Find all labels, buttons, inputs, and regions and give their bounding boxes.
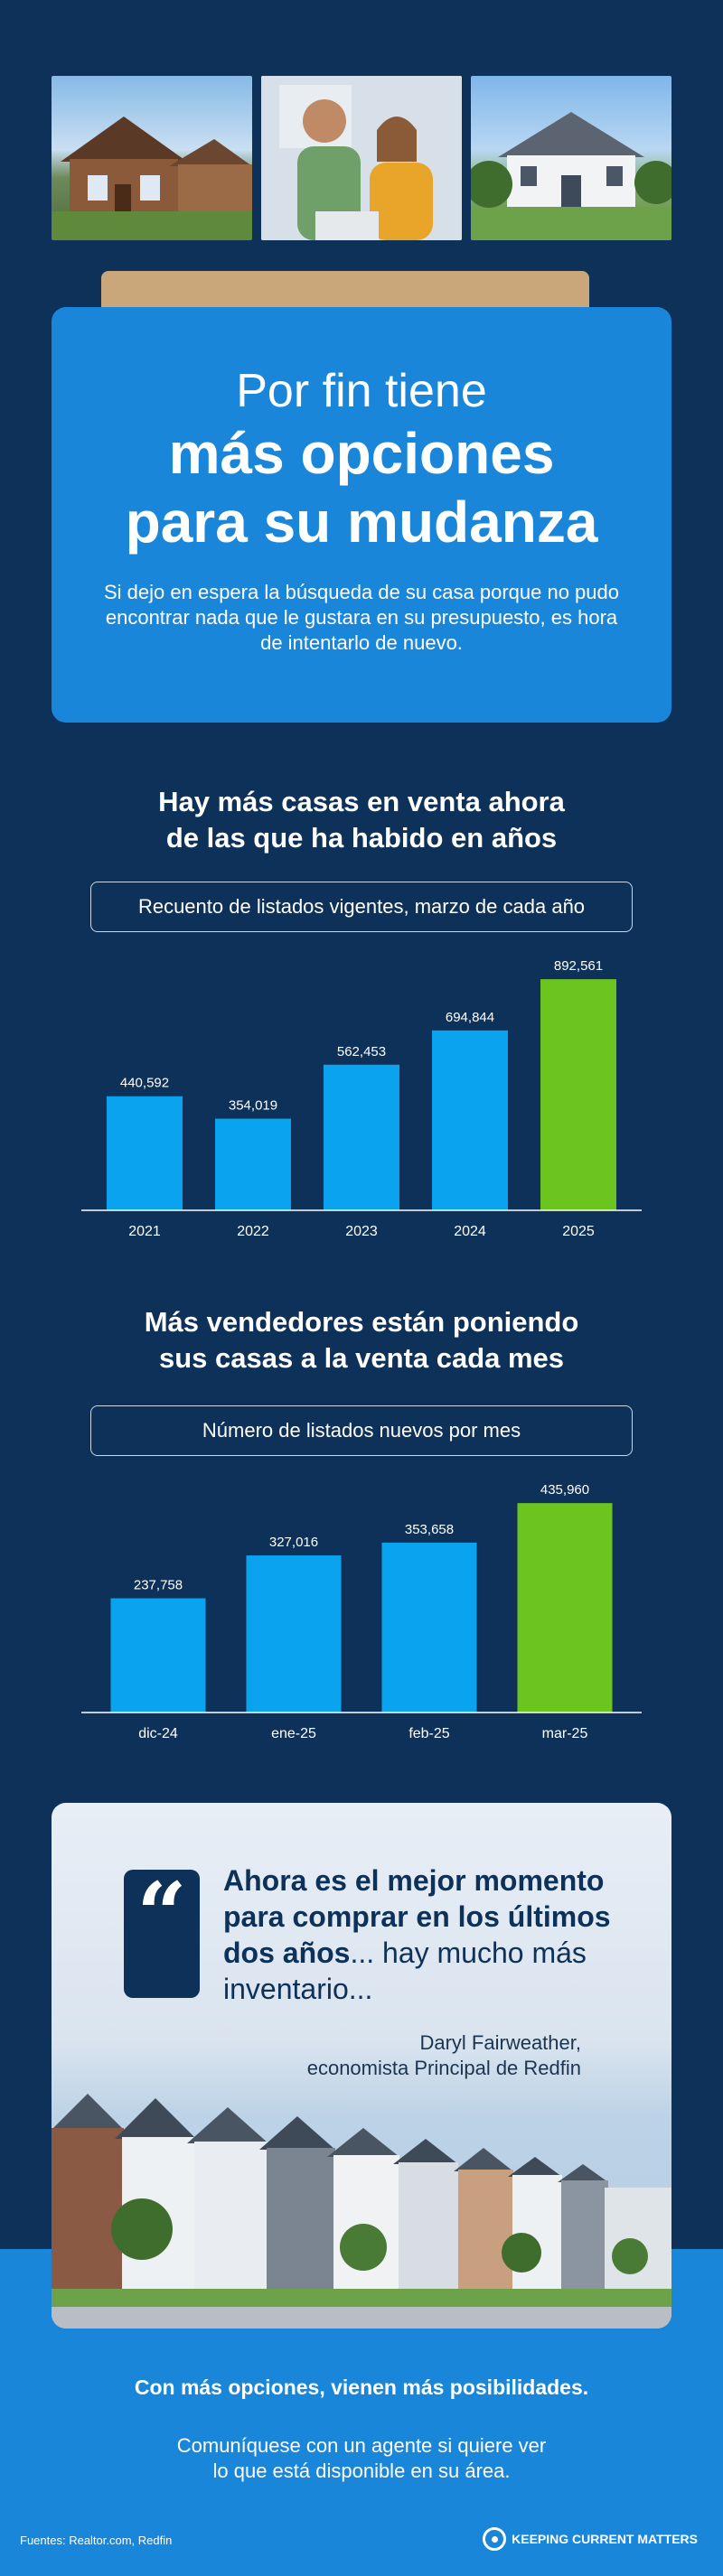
- quote-text: Ahora es el mejor momento para comprar e…: [223, 1862, 639, 2007]
- quote-author-name: Daryl Fairweather,: [419, 2031, 581, 2054]
- house-photo-right: [471, 76, 671, 240]
- chart1-value-label-2023: 562,453: [337, 1044, 386, 1059]
- chart2-title-line-1: Más vendedores están poniendo: [144, 1306, 579, 1338]
- sources: Fuentes: Realtor.com, Redfin: [20, 2534, 173, 2547]
- chart2-bar-dic-24: [110, 1598, 206, 1713]
- chart2-value-label-mar-25: 435,960: [540, 1482, 589, 1498]
- chart2-label: Número de listados nuevos por mes: [90, 1405, 633, 1456]
- title-card: Por fin tiene más opciones para su mudan…: [52, 307, 671, 723]
- quote-bold: Ahora es el mejor momento para comprar e…: [223, 1864, 611, 1969]
- chart1-bar-2024: [432, 1030, 508, 1210]
- chart1-category-label-2021: 2021: [128, 1224, 161, 1239]
- chart1-value-label-2025: 892,561: [554, 958, 603, 974]
- kcm-logo-icon: [483, 2527, 507, 2551]
- title-light: Por fin tiene: [236, 365, 487, 417]
- quote-author: Daryl Fairweather, economista Principal …: [307, 2030, 581, 2081]
- chart1-bar-chart: 440,592 2021 354,019 2022 562,453 2023 694,844…: [81, 958, 642, 1239]
- chart1-bar-2023: [324, 1064, 399, 1210]
- couple-photo: [261, 76, 462, 240]
- chart1-bar-2025: [540, 979, 616, 1210]
- chart1-bar-2022: [215, 1118, 291, 1210]
- title-subtitle: Si dejo en espera la búsqueda de su casa…: [104, 581, 619, 654]
- chart2-bar-feb-25: [381, 1542, 477, 1713]
- quote-card: “ Ahora es el mejor momento para comprar…: [52, 1803, 671, 2329]
- chart2-category-label-feb-25: feb-25: [408, 1726, 449, 1741]
- chart1-label: Recuento de listados vigentes, marzo de …: [90, 882, 633, 932]
- couple-illustration: [261, 76, 462, 240]
- chart1-title: Hay más casas en venta ahora de las que …: [0, 784, 723, 856]
- chart1-category-label-2023: 2023: [345, 1224, 378, 1239]
- chart1-category-label-2024: 2024: [454, 1224, 486, 1239]
- townhouses-illustration: [52, 2094, 671, 2329]
- white-house-illustration: [471, 112, 671, 240]
- chart1-bar-2021: [107, 1096, 183, 1210]
- chart1-title-line-2: de las que ha habido en años: [165, 822, 558, 854]
- chart1-value-label-2021: 440,592: [120, 1076, 169, 1091]
- chart2-value-label-feb-25: 353,658: [405, 1522, 454, 1537]
- chart2-category-label-mar-25: mar-25: [542, 1726, 588, 1741]
- house-photo-left: [52, 76, 252, 240]
- chart2-bar-chart: 237,758 dic-24 327,016 ene-25 353,658 feb-25 4…: [81, 1482, 642, 1741]
- chart2-category-label-dic-24: dic-24: [138, 1726, 178, 1741]
- chart2-title-line-2: sus casas a la venta cada mes: [158, 1342, 565, 1374]
- chart1-value-label-2024: 694,844: [446, 1010, 494, 1025]
- quote-regular: ... hay mucho más inventario...: [223, 1937, 587, 2005]
- footer-text: Comuníquese con un agente si quiere ver …: [0, 2433, 723, 2484]
- chart2-bar-ene-25: [246, 1555, 342, 1713]
- chart1-category-label-2022: 2022: [237, 1224, 269, 1239]
- craftsman-house-illustration: [52, 117, 252, 240]
- footer-headline: Con más opciones, vienen más posibilidad…: [134, 2375, 589, 2399]
- chart2-value-label-ene-25: 327,016: [269, 1535, 318, 1550]
- hero-photos: [0, 0, 723, 325]
- chart2-bar-mar-25: [517, 1503, 613, 1713]
- chart1-title-line-1: Hay más casas en venta ahora: [158, 786, 565, 817]
- footer-text-line-2: lo que está disponible en su área.: [212, 2459, 511, 2482]
- chart1-category-label-2025: 2025: [562, 1224, 595, 1239]
- quote-mark-icon: “: [124, 1870, 200, 1998]
- title-bold-line-1: más opciones: [168, 421, 555, 486]
- brand-name: KEEPING CURRENT MATTERS: [512, 2532, 698, 2546]
- chart2-category-label-ene-25: ene-25: [271, 1726, 316, 1741]
- brand: KEEPING CURRENT MATTERS: [483, 2525, 698, 2553]
- footer-text-line-1: Comuníquese con un agente si quiere ver: [176, 2434, 547, 2457]
- title-bold-line-2: para su mudanza: [125, 490, 598, 555]
- chart2-value-label-dic-24: 237,758: [134, 1578, 183, 1593]
- chart1-value-label-2022: 354,019: [229, 1098, 277, 1114]
- chart2-title: Más vendedores están poniendo sus casas …: [0, 1304, 723, 1377]
- quote-author-title: economista Principal de Redfin: [306, 2057, 581, 2079]
